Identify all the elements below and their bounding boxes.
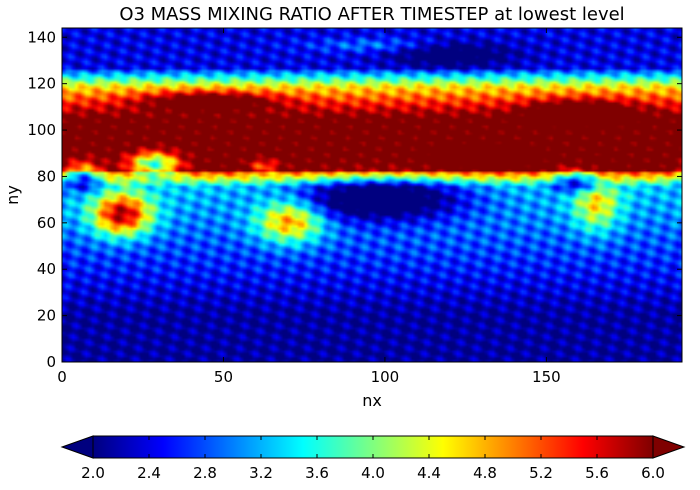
colorbar-extend-low [60,435,94,459]
colorbar-tick-label: 4.8 [473,464,497,482]
colorbar-tick-label: 2.4 [137,464,161,482]
y-tick-label: 40 [37,260,56,278]
y-tick-label: 120 [27,75,56,93]
colorbar-tick-label: 5.6 [585,464,609,482]
colorbar-tick-label: 6.0 [641,464,665,482]
y-tick-label: 60 [37,214,56,232]
y-axis-label: ny [3,185,22,205]
colorbar-tick-label: 3.6 [305,464,329,482]
x-tick-label: 100 [371,368,400,386]
colorbar-tick-label: 5.2 [529,464,553,482]
y-tick-label: 140 [27,28,56,46]
colorbar-ticks: 2.0 2.4 2.8 3.2 3.6 4.0 4.4 4.8 5.2 5.6 6.0 [81,436,665,482]
colorbar-extend-high [652,435,686,459]
x-tick-label: 150 [532,368,561,386]
colorbar-tick-label: 4.4 [417,464,441,482]
y-tick-label: 80 [37,167,56,185]
plot-frame [61,27,683,363]
x-axis-label: nx [362,391,382,410]
ozone-heatmap [62,28,682,362]
colorbar-tick-label: 2.8 [193,464,217,482]
y-tick-label: 20 [37,307,56,325]
colorbar-tick-label: 4.0 [361,464,385,482]
colorbar-tick-label: 2.0 [81,464,105,482]
plot-area [61,27,683,363]
x-axis-ticks: 0 50 100 150 [57,28,561,386]
colorbar-tick-label: 3.2 [249,464,273,482]
y-axis-ticks: 0 20 40 60 80 100 120 140 [27,28,682,371]
chart-title: O3 MASS MIXING RATIO AFTER TIMESTEP at l… [119,4,624,25]
colorbar: 2.0 2.4 2.8 3.2 3.6 4.0 4.4 4.8 5.2 5.6 6.0 [60,435,686,482]
y-tick-label: 0 [46,353,56,371]
x-tick-label: 50 [214,368,233,386]
y-tick-label: 100 [27,121,56,139]
x-tick-label: 0 [57,368,67,386]
